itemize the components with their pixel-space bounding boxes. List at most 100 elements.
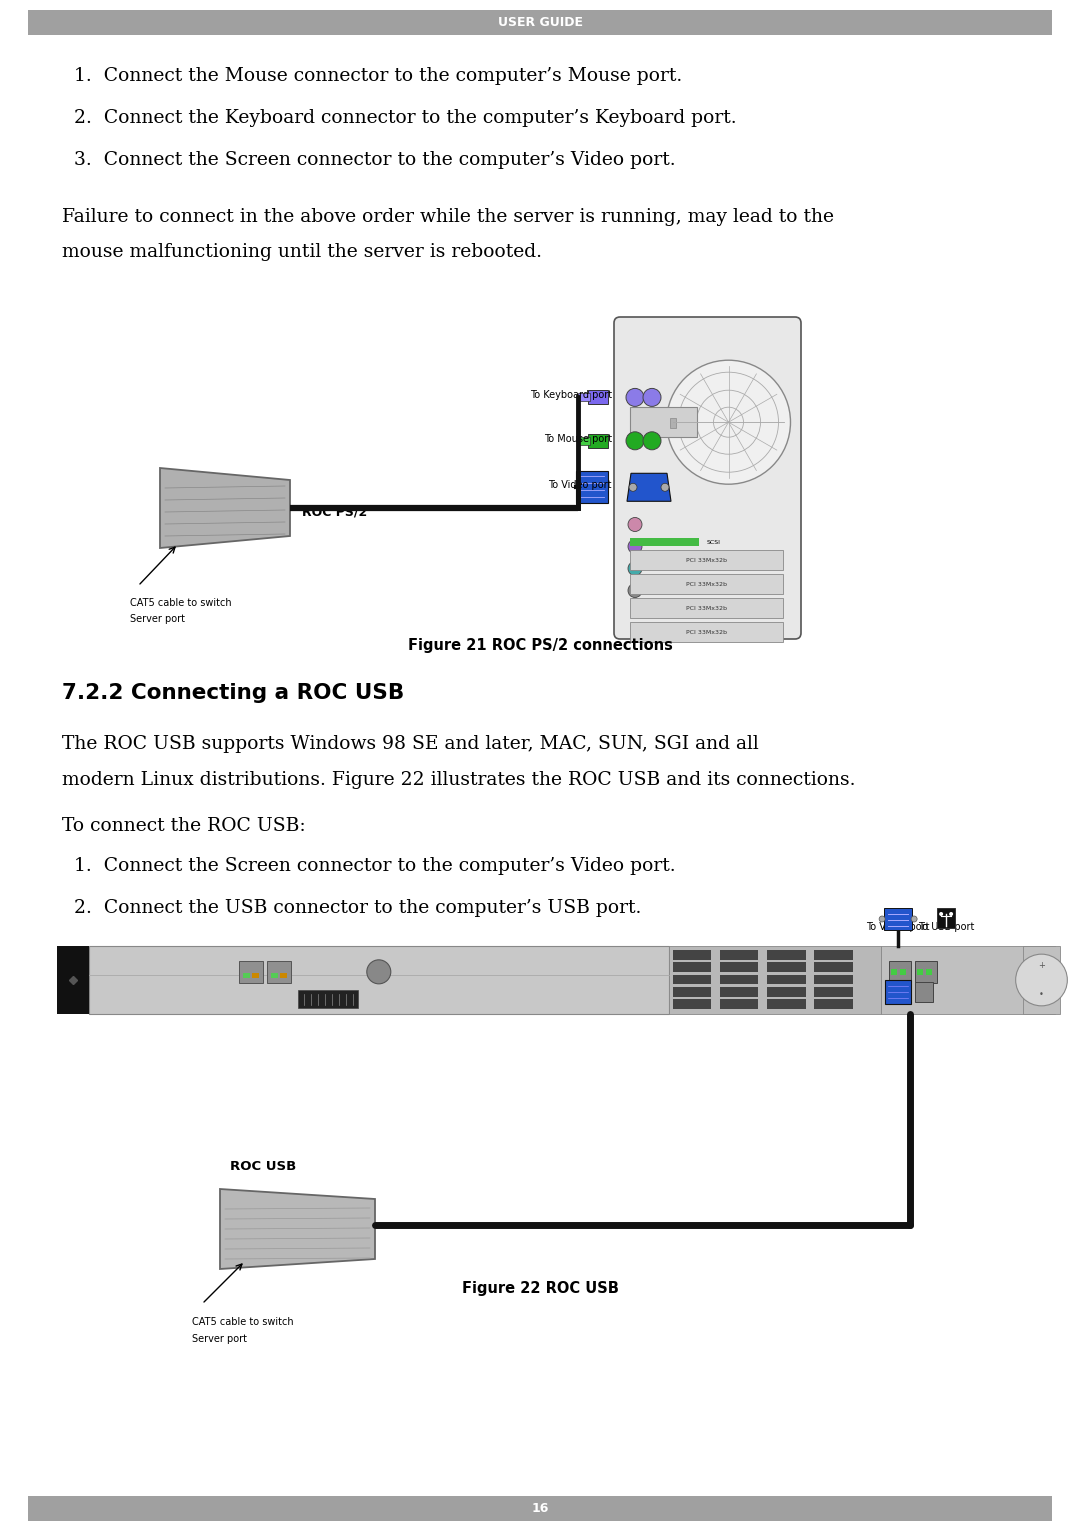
Bar	[673, 962, 712, 972]
Circle shape	[626, 431, 644, 450]
Text: 3.  Connect the Screen connector to the computer’s Video port.: 3. Connect the Screen connector to the c…	[62, 151, 676, 170]
Text: 1.  Connect the Mouse connector to the computer’s Mouse port.: 1. Connect the Mouse connector to the co…	[62, 67, 683, 86]
Bar	[900, 969, 906, 976]
Bar	[814, 1000, 853, 1009]
Text: USER GUIDE: USER GUIDE	[498, 15, 582, 29]
Text: Figure 22 ROC USB: Figure 22 ROC USB	[461, 1281, 619, 1297]
Bar	[243, 972, 251, 979]
Text: Figure 21 ROC PS/2 connections: Figure 21 ROC PS/2 connections	[407, 638, 673, 653]
Bar	[915, 960, 937, 983]
Circle shape	[666, 361, 791, 485]
Bar	[814, 950, 853, 960]
Text: CAT5 cable to switch: CAT5 cable to switch	[192, 1316, 294, 1327]
Text: To Keyboard port: To Keyboard port	[530, 390, 612, 401]
Bar	[630, 622, 783, 642]
Circle shape	[367, 960, 391, 983]
Text: 2.  Connect the USB connector to the computer’s USB port.: 2. Connect the USB connector to the comp…	[62, 899, 642, 917]
Bar	[670, 419, 676, 428]
Bar	[630, 550, 783, 570]
Bar	[588, 434, 608, 448]
Bar	[767, 962, 806, 972]
Text: 1.  Connect the Screen connector to the computer’s Video port.: 1. Connect the Screen connector to the c…	[62, 856, 676, 875]
Text: Server port: Server port	[192, 1333, 247, 1344]
Bar	[253, 972, 259, 979]
Bar	[814, 962, 853, 972]
Circle shape	[879, 916, 886, 922]
Bar	[720, 962, 758, 972]
Bar	[630, 407, 697, 437]
Circle shape	[949, 911, 954, 916]
Polygon shape	[160, 468, 291, 547]
Text: 2.  Connect the Keyboard connector to the computer’s Keyboard port.: 2. Connect the Keyboard connector to the…	[62, 109, 737, 127]
Circle shape	[627, 584, 642, 598]
Bar	[298, 989, 357, 1008]
Bar	[267, 960, 292, 983]
Polygon shape	[576, 471, 608, 503]
Bar	[89, 946, 669, 1014]
Text: Failure to connect in the above order while the server is running, may lead to t: Failure to connect in the above order wh…	[62, 208, 834, 226]
Bar	[889, 960, 912, 983]
Circle shape	[627, 540, 642, 553]
Bar	[915, 982, 933, 1001]
Text: modern Linux distributions. Figure 22 illustrates the ROC USB and its connection: modern Linux distributions. Figure 22 il…	[62, 771, 855, 789]
Text: The ROC USB supports Windows 98 SE and later, MAC, SUN, SGI and all: The ROC USB supports Windows 98 SE and l…	[62, 735, 759, 752]
Bar	[630, 598, 783, 618]
Bar	[937, 908, 955, 928]
Bar	[630, 538, 699, 546]
Bar	[673, 974, 712, 985]
Bar	[885, 908, 913, 930]
Text: PCI 33Mx32b: PCI 33Mx32b	[686, 558, 727, 563]
Bar	[927, 969, 932, 976]
Text: 7.2.2 Connecting a ROC USB: 7.2.2 Connecting a ROC USB	[62, 683, 404, 703]
Bar	[673, 986, 712, 997]
Bar	[271, 972, 279, 979]
Circle shape	[626, 388, 644, 407]
FancyBboxPatch shape	[615, 317, 801, 639]
Circle shape	[643, 431, 661, 450]
Text: To Video port: To Video port	[549, 480, 612, 491]
Circle shape	[629, 483, 637, 491]
Bar	[881, 946, 1055, 1014]
Text: SCSI: SCSI	[706, 540, 720, 544]
Bar	[673, 1000, 712, 1009]
Text: Server port: Server port	[130, 615, 185, 624]
Bar	[720, 950, 758, 960]
Bar	[578, 437, 590, 445]
Circle shape	[643, 388, 661, 407]
Bar	[814, 974, 853, 985]
Polygon shape	[220, 1190, 375, 1269]
Bar	[767, 1000, 806, 1009]
Bar	[673, 950, 712, 960]
Text: To Video port: To Video port	[866, 922, 930, 933]
Text: PCI 33Mx32b: PCI 33Mx32b	[686, 605, 727, 610]
Polygon shape	[627, 474, 671, 502]
Bar	[1023, 946, 1059, 1014]
Bar	[588, 390, 608, 404]
Bar	[28, 1495, 1052, 1521]
Bar	[28, 11, 1052, 35]
Circle shape	[661, 483, 669, 491]
Text: To USB port: To USB port	[918, 922, 974, 933]
Bar	[720, 1000, 758, 1009]
Bar	[720, 986, 758, 997]
Bar	[578, 393, 590, 402]
Bar	[891, 969, 897, 976]
Text: •: •	[1039, 991, 1044, 1000]
Text: PCI 33Mx32b: PCI 33Mx32b	[686, 581, 727, 587]
Bar	[767, 950, 806, 960]
Bar	[767, 986, 806, 997]
Bar	[767, 974, 806, 985]
Text: ROC USB: ROC USB	[230, 1161, 296, 1173]
Text: CAT5 cable to switch: CAT5 cable to switch	[130, 598, 231, 609]
Circle shape	[627, 517, 642, 532]
Bar	[240, 960, 264, 983]
Circle shape	[627, 561, 642, 575]
Bar	[281, 972, 287, 979]
Bar	[917, 969, 923, 976]
Bar	[630, 575, 783, 595]
Circle shape	[940, 911, 943, 916]
Text: mouse malfunctioning until the server is rebooted.: mouse malfunctioning until the server is…	[62, 243, 542, 261]
Text: PCI 33Mx32b: PCI 33Mx32b	[686, 630, 727, 635]
Text: +: +	[1038, 960, 1045, 969]
Text: To Mouse port: To Mouse port	[544, 434, 612, 443]
